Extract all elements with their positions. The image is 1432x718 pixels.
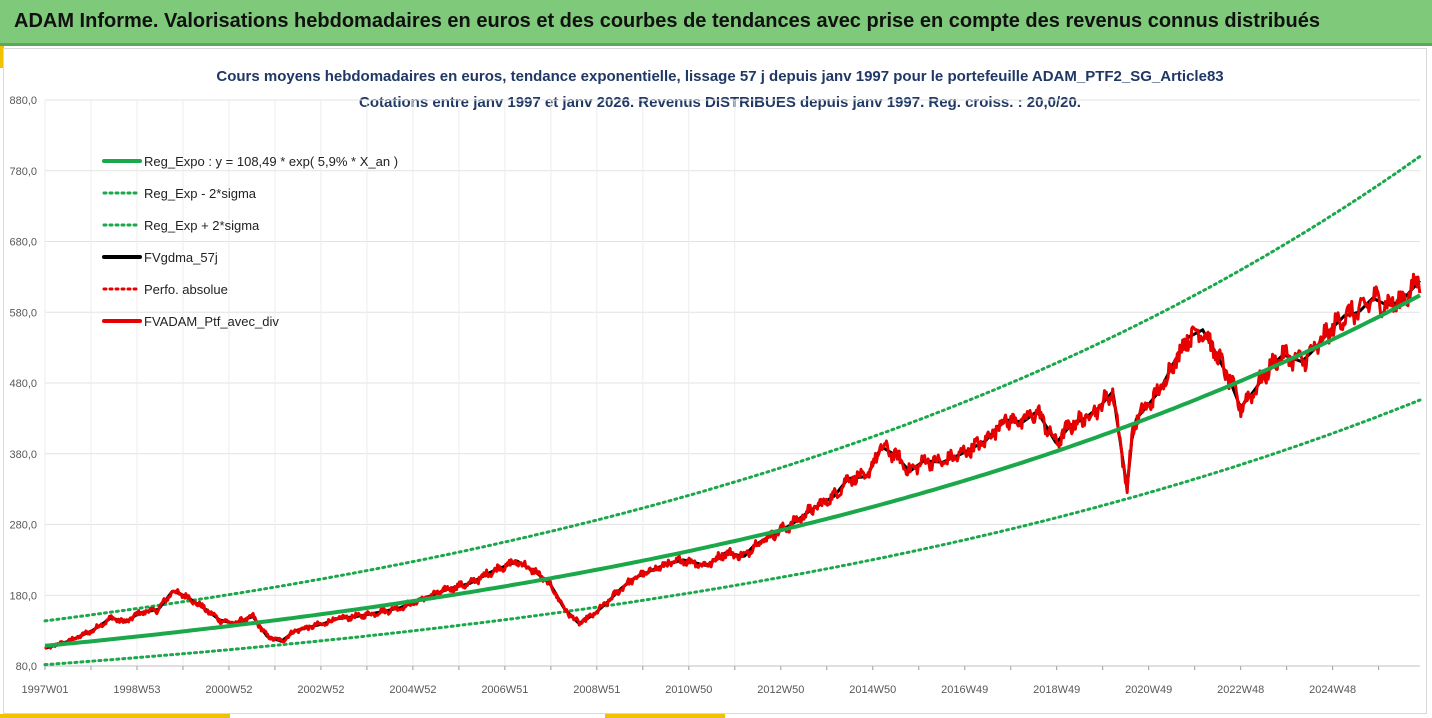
x-tick-label: 2002W52 (297, 684, 344, 696)
x-tick-label: 1997W01 (21, 684, 68, 696)
legend-label: Reg_Expo : y = 108,49 * exp( 5,9% * X_an… (144, 154, 398, 169)
x-tick-label: 2014W50 (849, 684, 896, 696)
chart-title: Cours moyens hebdomadaires en euros, ten… (216, 68, 1223, 85)
bottom-accent-mid (605, 714, 725, 718)
x-tick-label: 2024W48 (1309, 684, 1356, 696)
legend-label: FVgdma_57j (144, 250, 218, 265)
y-tick-label: 680,0 (9, 237, 37, 249)
fvgdma-line (44, 279, 1421, 650)
y-tick-label: 480,0 (9, 378, 37, 390)
series-lines (43, 154, 1422, 667)
chart-frame (3, 48, 1427, 714)
legend-label: Reg_Exp - 2*sigma (144, 186, 257, 201)
y-tick-label: 380,0 (9, 449, 37, 461)
y-axis-ticks: 80,0 180,0 280,0 380,0 480,0 580,0 680,0 780,0 8… (9, 95, 37, 673)
x-tick-label: 2006W51 (481, 684, 528, 696)
x-tick-label: 2022W48 (1217, 684, 1264, 696)
legend-label: Perfo. absolue (144, 282, 228, 297)
y-tick-label: 280,0 (9, 520, 37, 532)
grid-lines (44, 99, 1420, 670)
y-tick-label: 880,0 (9, 95, 37, 107)
x-tick-label: 2004W52 (389, 684, 436, 696)
chart-subtitle: Cotations entre janv 1997 et janv 2026. … (359, 94, 1081, 111)
legend-label: FVADAM_Ptf_avec_div (144, 314, 279, 329)
x-tick-label: 2018W49 (1033, 684, 1080, 696)
fvadam-ptf-line (44, 272, 1422, 650)
reg-expo-line (44, 293, 1421, 648)
left-accent-bar (0, 46, 4, 68)
reg-upper-band-line (43, 154, 1422, 623)
x-tick-label: 2016W49 (941, 684, 988, 696)
legend-label: Reg_Exp + 2*sigma (144, 218, 260, 233)
y-tick-label: 780,0 (9, 166, 37, 178)
x-tick-label: 2010W50 (665, 684, 712, 696)
header-banner: ADAM Informe. Valorisations hebdomadaire… (0, 0, 1432, 46)
x-tick-label: 2000W52 (205, 684, 252, 696)
bottom-accent-left (0, 714, 230, 718)
page-title: ADAM Informe. Valorisations hebdomadaire… (14, 10, 1320, 32)
x-axis-ticks: 1997W01 1998W53 2000W52 2002W52 2004W52 2006W… (21, 684, 1356, 696)
y-tick-label: 180,0 (9, 590, 37, 602)
x-tick-label: 2020W49 (1125, 684, 1172, 696)
x-tick-label: 2012W50 (757, 684, 804, 696)
x-tick-label: 2008W51 (573, 684, 620, 696)
y-tick-label: 80,0 (16, 661, 37, 673)
reg-lower-band-line (43, 398, 1422, 667)
legend: Reg_Expo : y = 108,49 * exp( 5,9% * X_an… (102, 154, 398, 329)
y-tick-label: 580,0 (9, 307, 37, 319)
x-tick-label: 1998W53 (113, 684, 160, 696)
